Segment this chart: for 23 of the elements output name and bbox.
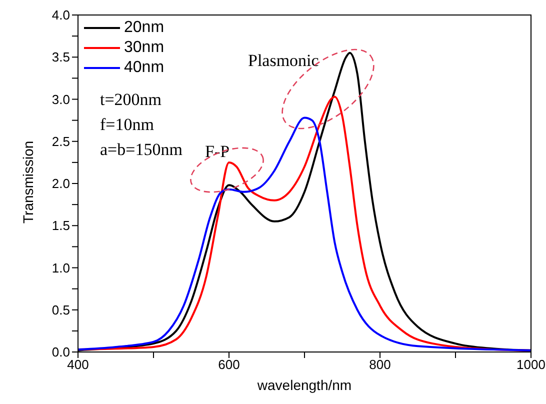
y-tick-label: 2.0 (52, 176, 70, 192)
y-tick-label: 3.0 (52, 92, 70, 107)
y-tick-label: 0.0 (52, 344, 70, 360)
x-tick-label: 600 (218, 357, 240, 372)
y-tick-label: 0.5 (52, 302, 70, 318)
annotation: a=b=150nm (100, 140, 182, 160)
y-tick-label: 3.5 (52, 50, 70, 65)
y-axis-title: Transmission (20, 140, 36, 224)
legend-label: 20nm (124, 18, 164, 38)
y-tick-label: 2.5 (52, 134, 70, 149)
annotation: f=10nm (100, 115, 154, 135)
annotation: t=200nm (100, 90, 162, 110)
annotation: F-P (205, 142, 230, 162)
annotation: Plasmonic (248, 51, 319, 71)
y-tick-label: 1.5 (52, 218, 70, 234)
legend-label: 30nm (124, 38, 164, 58)
x-tick-label: 1000 (516, 357, 546, 372)
x-tick-label: 400 (67, 357, 89, 372)
x-axis-title: wavelength/nm (256, 377, 352, 393)
y-tick-label: 1.0 (52, 260, 70, 276)
x-tick-label: 800 (369, 357, 391, 372)
y-tick-label: 4.0 (52, 8, 70, 23)
legend-label: 40nm (124, 58, 164, 78)
